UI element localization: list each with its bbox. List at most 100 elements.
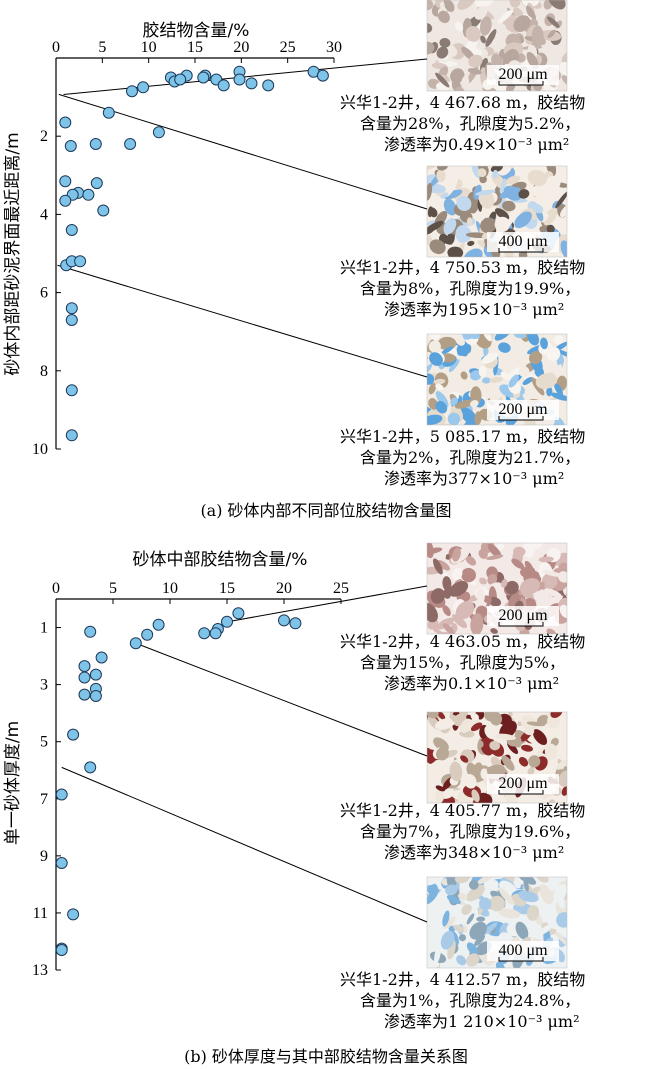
grain bbox=[478, 897, 492, 911]
grain bbox=[513, 15, 531, 32]
grain bbox=[560, 240, 567, 257]
data-point bbox=[65, 224, 78, 236]
grain bbox=[448, 581, 469, 597]
data-point bbox=[217, 79, 230, 92]
grain bbox=[488, 895, 505, 912]
grain bbox=[444, 0, 455, 12]
photo-frame bbox=[426, 165, 568, 258]
grain bbox=[497, 166, 513, 176]
grain bbox=[439, 37, 451, 48]
grain bbox=[518, 189, 530, 199]
x-axis-label: 砂体中部胶结物含量/% bbox=[133, 550, 308, 570]
photo-frame bbox=[426, 0, 568, 92]
grain bbox=[434, 789, 445, 803]
grain bbox=[468, 54, 483, 68]
grain bbox=[559, 604, 567, 619]
data-point bbox=[126, 85, 138, 98]
grain bbox=[556, 888, 565, 909]
grain bbox=[532, 729, 548, 746]
grain bbox=[514, 880, 521, 889]
annotation-line: 渗透率为348×10⁻³ μm² bbox=[384, 843, 564, 862]
data-point bbox=[84, 625, 97, 638]
x-tick-label: 15 bbox=[187, 39, 203, 56]
grain bbox=[460, 755, 469, 763]
data-point bbox=[137, 81, 150, 94]
grain bbox=[547, 29, 556, 39]
grain bbox=[520, 744, 534, 752]
y-tick-label: 4 bbox=[40, 206, 48, 223]
grain bbox=[485, 756, 493, 767]
data-point bbox=[232, 607, 245, 620]
data-point bbox=[221, 615, 233, 628]
grain bbox=[502, 24, 508, 38]
grain bbox=[509, 0, 521, 8]
grain bbox=[514, 334, 527, 339]
grain bbox=[556, 760, 567, 770]
x-tick-label: 0 bbox=[52, 580, 60, 597]
scale-bar-label: 200 μm bbox=[498, 607, 548, 624]
scale-bar-bg bbox=[487, 941, 559, 961]
grain bbox=[518, 366, 530, 377]
grain bbox=[508, 589, 523, 609]
grain bbox=[427, 0, 434, 11]
annotation-line: 兴华1-2井，5 085.17 m，胶结物 bbox=[340, 427, 585, 446]
panel-caption: (b) 砂体厚度与其中部胶结物含量关系图 bbox=[184, 1047, 468, 1066]
grain bbox=[474, 6, 488, 20]
leader-line bbox=[61, 766, 428, 923]
data-point bbox=[245, 77, 258, 90]
leader-line bbox=[57, 264, 428, 378]
grain bbox=[450, 68, 465, 84]
grain bbox=[515, 921, 529, 940]
grain bbox=[450, 397, 458, 406]
grain bbox=[501, 755, 515, 771]
annotation-line: 含量为8%，孔隙度为19.9%， bbox=[360, 279, 580, 298]
data-point bbox=[278, 614, 290, 627]
data-point bbox=[95, 651, 108, 664]
y-tick-label: 13 bbox=[32, 962, 48, 979]
data-point bbox=[89, 668, 102, 681]
data-point bbox=[74, 255, 87, 268]
grain bbox=[500, 371, 511, 381]
grain bbox=[427, 373, 435, 385]
grain bbox=[538, 923, 554, 935]
annotation-line: 兴华1-2井，4 463.05 m，胶结物 bbox=[340, 632, 585, 651]
grain bbox=[489, 712, 503, 726]
grain bbox=[531, 203, 544, 214]
annotation-line: 兴华1-2井，4 412.57 m，胶结物 bbox=[340, 970, 585, 989]
annotation-line: 兴华1-2井，4 467.68 m，胶结物 bbox=[340, 93, 585, 112]
grain bbox=[427, 543, 434, 559]
grain bbox=[458, 892, 468, 901]
grain bbox=[524, 418, 537, 425]
grain bbox=[468, 880, 479, 890]
grain bbox=[489, 392, 502, 402]
grain bbox=[428, 382, 437, 395]
annotation-line: 含量为7%，孔隙度为19.6%， bbox=[360, 822, 580, 841]
grain bbox=[429, 239, 446, 255]
grain bbox=[470, 400, 479, 408]
annotation-line: 渗透率为195×10⁻³ μm² bbox=[384, 300, 564, 319]
grain bbox=[437, 166, 448, 171]
panel-a bbox=[55, 0, 568, 450]
grain bbox=[483, 334, 492, 342]
grain bbox=[427, 712, 439, 719]
data-point bbox=[59, 175, 72, 188]
y-tick-label: 10 bbox=[32, 441, 48, 458]
grain bbox=[546, 224, 555, 234]
grain bbox=[505, 175, 521, 185]
grain bbox=[543, 207, 558, 226]
grain bbox=[459, 934, 466, 942]
grain bbox=[446, 895, 461, 905]
grain bbox=[489, 376, 504, 383]
grain bbox=[470, 386, 482, 405]
grain bbox=[526, 51, 539, 70]
grain bbox=[557, 571, 567, 583]
data-point bbox=[65, 429, 78, 442]
grain bbox=[432, 759, 440, 771]
x-axis-label: 胶结物含量/% bbox=[143, 21, 250, 41]
grain bbox=[436, 560, 450, 571]
grain bbox=[441, 346, 454, 355]
grain bbox=[498, 342, 511, 353]
data-point bbox=[129, 637, 142, 650]
grain bbox=[527, 927, 543, 940]
